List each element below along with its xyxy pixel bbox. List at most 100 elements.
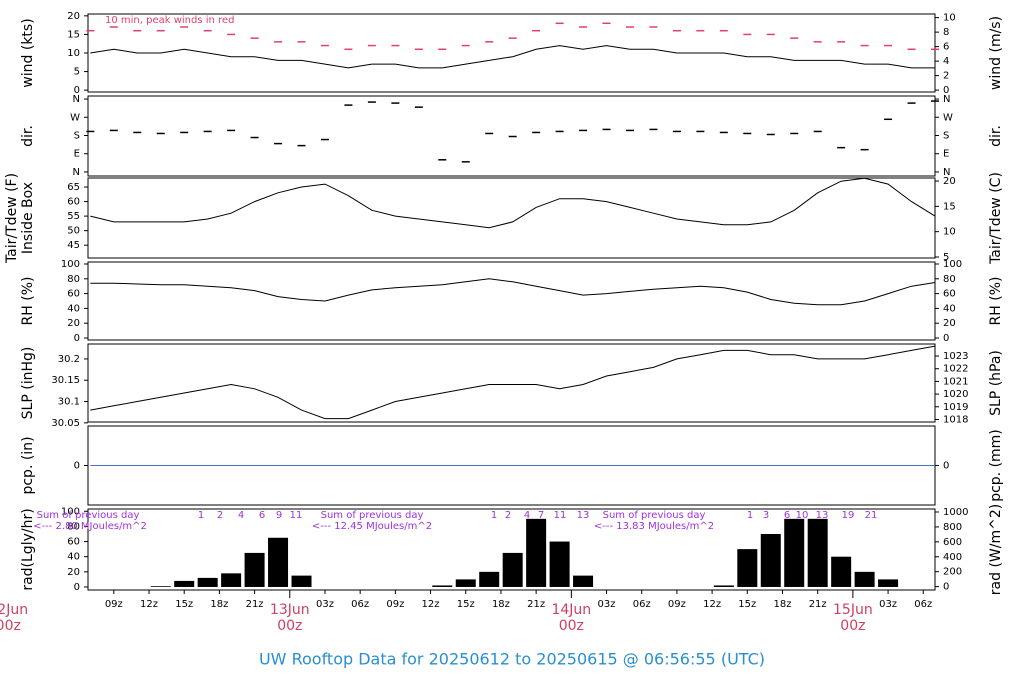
y2-tick-label: 1018 xyxy=(943,414,968,425)
hour-label: 1 xyxy=(747,510,753,521)
note-line1: Sum of previous day xyxy=(603,510,706,521)
y-tick-label: 0 xyxy=(74,85,80,96)
bar xyxy=(291,575,312,587)
x-tick-label: 03z xyxy=(316,599,334,610)
bar xyxy=(784,518,805,587)
hour-label: 6 xyxy=(259,510,265,521)
y2-tick-label: 2 xyxy=(943,71,949,82)
bar xyxy=(268,537,289,587)
hour-label: 21 xyxy=(865,510,878,521)
y-tick-label: 50 xyxy=(67,226,80,237)
bar xyxy=(174,580,195,587)
y2-tick-label: 6 xyxy=(943,42,949,53)
day-hour-label: 00z xyxy=(559,618,584,634)
day-tick-label: 15Jun xyxy=(833,602,873,618)
x-tick-label: 18z xyxy=(210,599,228,610)
hour-label: 1 xyxy=(491,510,497,521)
annotation: 10 min, peak winds in red xyxy=(105,15,234,26)
panel-frame xyxy=(87,261,936,341)
chart-title: UW Rooftop Data for 20250612 to 20250615… xyxy=(259,650,765,669)
y-axis-label: SLP (inHg) xyxy=(20,347,36,420)
y2-tick-label: 0 xyxy=(943,333,949,344)
y2-tick-label: 1000 xyxy=(943,507,968,518)
bar xyxy=(150,586,171,587)
y-tick-label: 30.15 xyxy=(51,375,80,386)
bar xyxy=(197,577,218,587)
y2-tick-label: 20 xyxy=(943,318,956,329)
series-line xyxy=(90,278,936,306)
y-tick-label: 40 xyxy=(67,552,80,563)
x-tick-label: 15z xyxy=(175,599,193,610)
bar xyxy=(807,518,828,587)
bar xyxy=(244,552,265,587)
y2-tick-label: 800 xyxy=(943,522,962,533)
note-line1: Sum of previous day xyxy=(321,510,424,521)
y2-tick-label: 60 xyxy=(943,289,956,300)
x-tick-label: 09z xyxy=(386,599,404,610)
x-tick-label: 09z xyxy=(105,599,123,610)
y2-tick-label: 1023 xyxy=(943,351,968,362)
y-axis-label-2: Inside Box xyxy=(20,182,36,254)
y-axis-label: rad(Lgly/hr) xyxy=(20,508,36,590)
y2-tick-label: 600 xyxy=(943,537,962,548)
y2-tick-label: 100 xyxy=(943,259,962,270)
y2-tick-label: 200 xyxy=(943,567,962,578)
y2-tick-label: S xyxy=(943,130,949,141)
x-tick-label: 03z xyxy=(879,599,897,610)
y-tick-label: 40 xyxy=(67,303,80,314)
bar xyxy=(432,585,453,587)
bar xyxy=(549,541,570,587)
x-tick-label: 15z xyxy=(738,599,756,610)
day-hour-label: 00z xyxy=(840,618,865,634)
y-tick-label: 30.1 xyxy=(58,397,80,408)
hour-label: 13 xyxy=(577,510,590,521)
panel-frame xyxy=(87,508,936,591)
y-tick-label: 100 xyxy=(61,259,80,270)
note-line2: <--- 13.83 MJoules/m^2 xyxy=(594,521,714,532)
y2-axis-label: pcp. (mm) xyxy=(988,429,1004,502)
y-tick-label: 60 xyxy=(67,197,80,208)
y-tick-label: W xyxy=(70,112,80,123)
panel-frame xyxy=(87,95,936,177)
y2-tick-label: 1020 xyxy=(943,389,968,400)
note-line2: <--- 2.80 MJoules/m^2 xyxy=(33,521,147,532)
y2-tick-label: 1022 xyxy=(943,364,968,375)
y2-tick-label: 1021 xyxy=(943,376,968,387)
y-tick-label: 60 xyxy=(67,289,80,300)
y2-tick-label: 1019 xyxy=(943,402,968,413)
day-hour-label: 00z xyxy=(277,618,302,634)
y-tick-label: 0 xyxy=(74,461,80,472)
y2-axis-label: SLP (hPa) xyxy=(988,350,1004,416)
series-line xyxy=(90,345,936,420)
panel-frame xyxy=(87,177,936,259)
y2-tick-label: 10 xyxy=(943,227,956,238)
x-tick-label: 06z xyxy=(633,599,651,610)
x-tick-label: 12z xyxy=(703,599,721,610)
y2-axis-label: wind (m/s) xyxy=(988,16,1004,90)
x-tick-label: 15z xyxy=(457,599,475,610)
y2-tick-label: 0 xyxy=(943,461,949,472)
day-tick-label: 13Jun xyxy=(270,602,310,618)
y2-tick-label: 400 xyxy=(943,552,962,563)
y-tick-label: S xyxy=(74,130,80,141)
y-tick-label: 5 xyxy=(74,67,80,78)
x-tick-label: 18z xyxy=(774,599,792,610)
y-tick-label: 80 xyxy=(67,521,80,532)
y-axis-label: pcp. (in) xyxy=(20,436,36,494)
y2-tick-label: 20 xyxy=(943,176,956,187)
y2-tick-label: 4 xyxy=(943,56,949,67)
x-tick-label: 18z xyxy=(492,599,510,610)
y-axis-label: dir. xyxy=(20,125,36,147)
y-axis-label: RH (%) xyxy=(20,277,36,326)
bar xyxy=(573,575,594,587)
y2-tick-label: 8 xyxy=(943,27,949,38)
hour-label: 11 xyxy=(554,510,567,521)
bar xyxy=(713,585,734,587)
y-tick-label: E xyxy=(74,149,80,160)
bar xyxy=(479,571,500,587)
y-tick-label: 65 xyxy=(67,182,80,193)
y2-tick-label: E xyxy=(943,149,949,160)
y2-tick-label: 80 xyxy=(943,274,956,285)
x-tick-label: 21z xyxy=(809,599,827,610)
